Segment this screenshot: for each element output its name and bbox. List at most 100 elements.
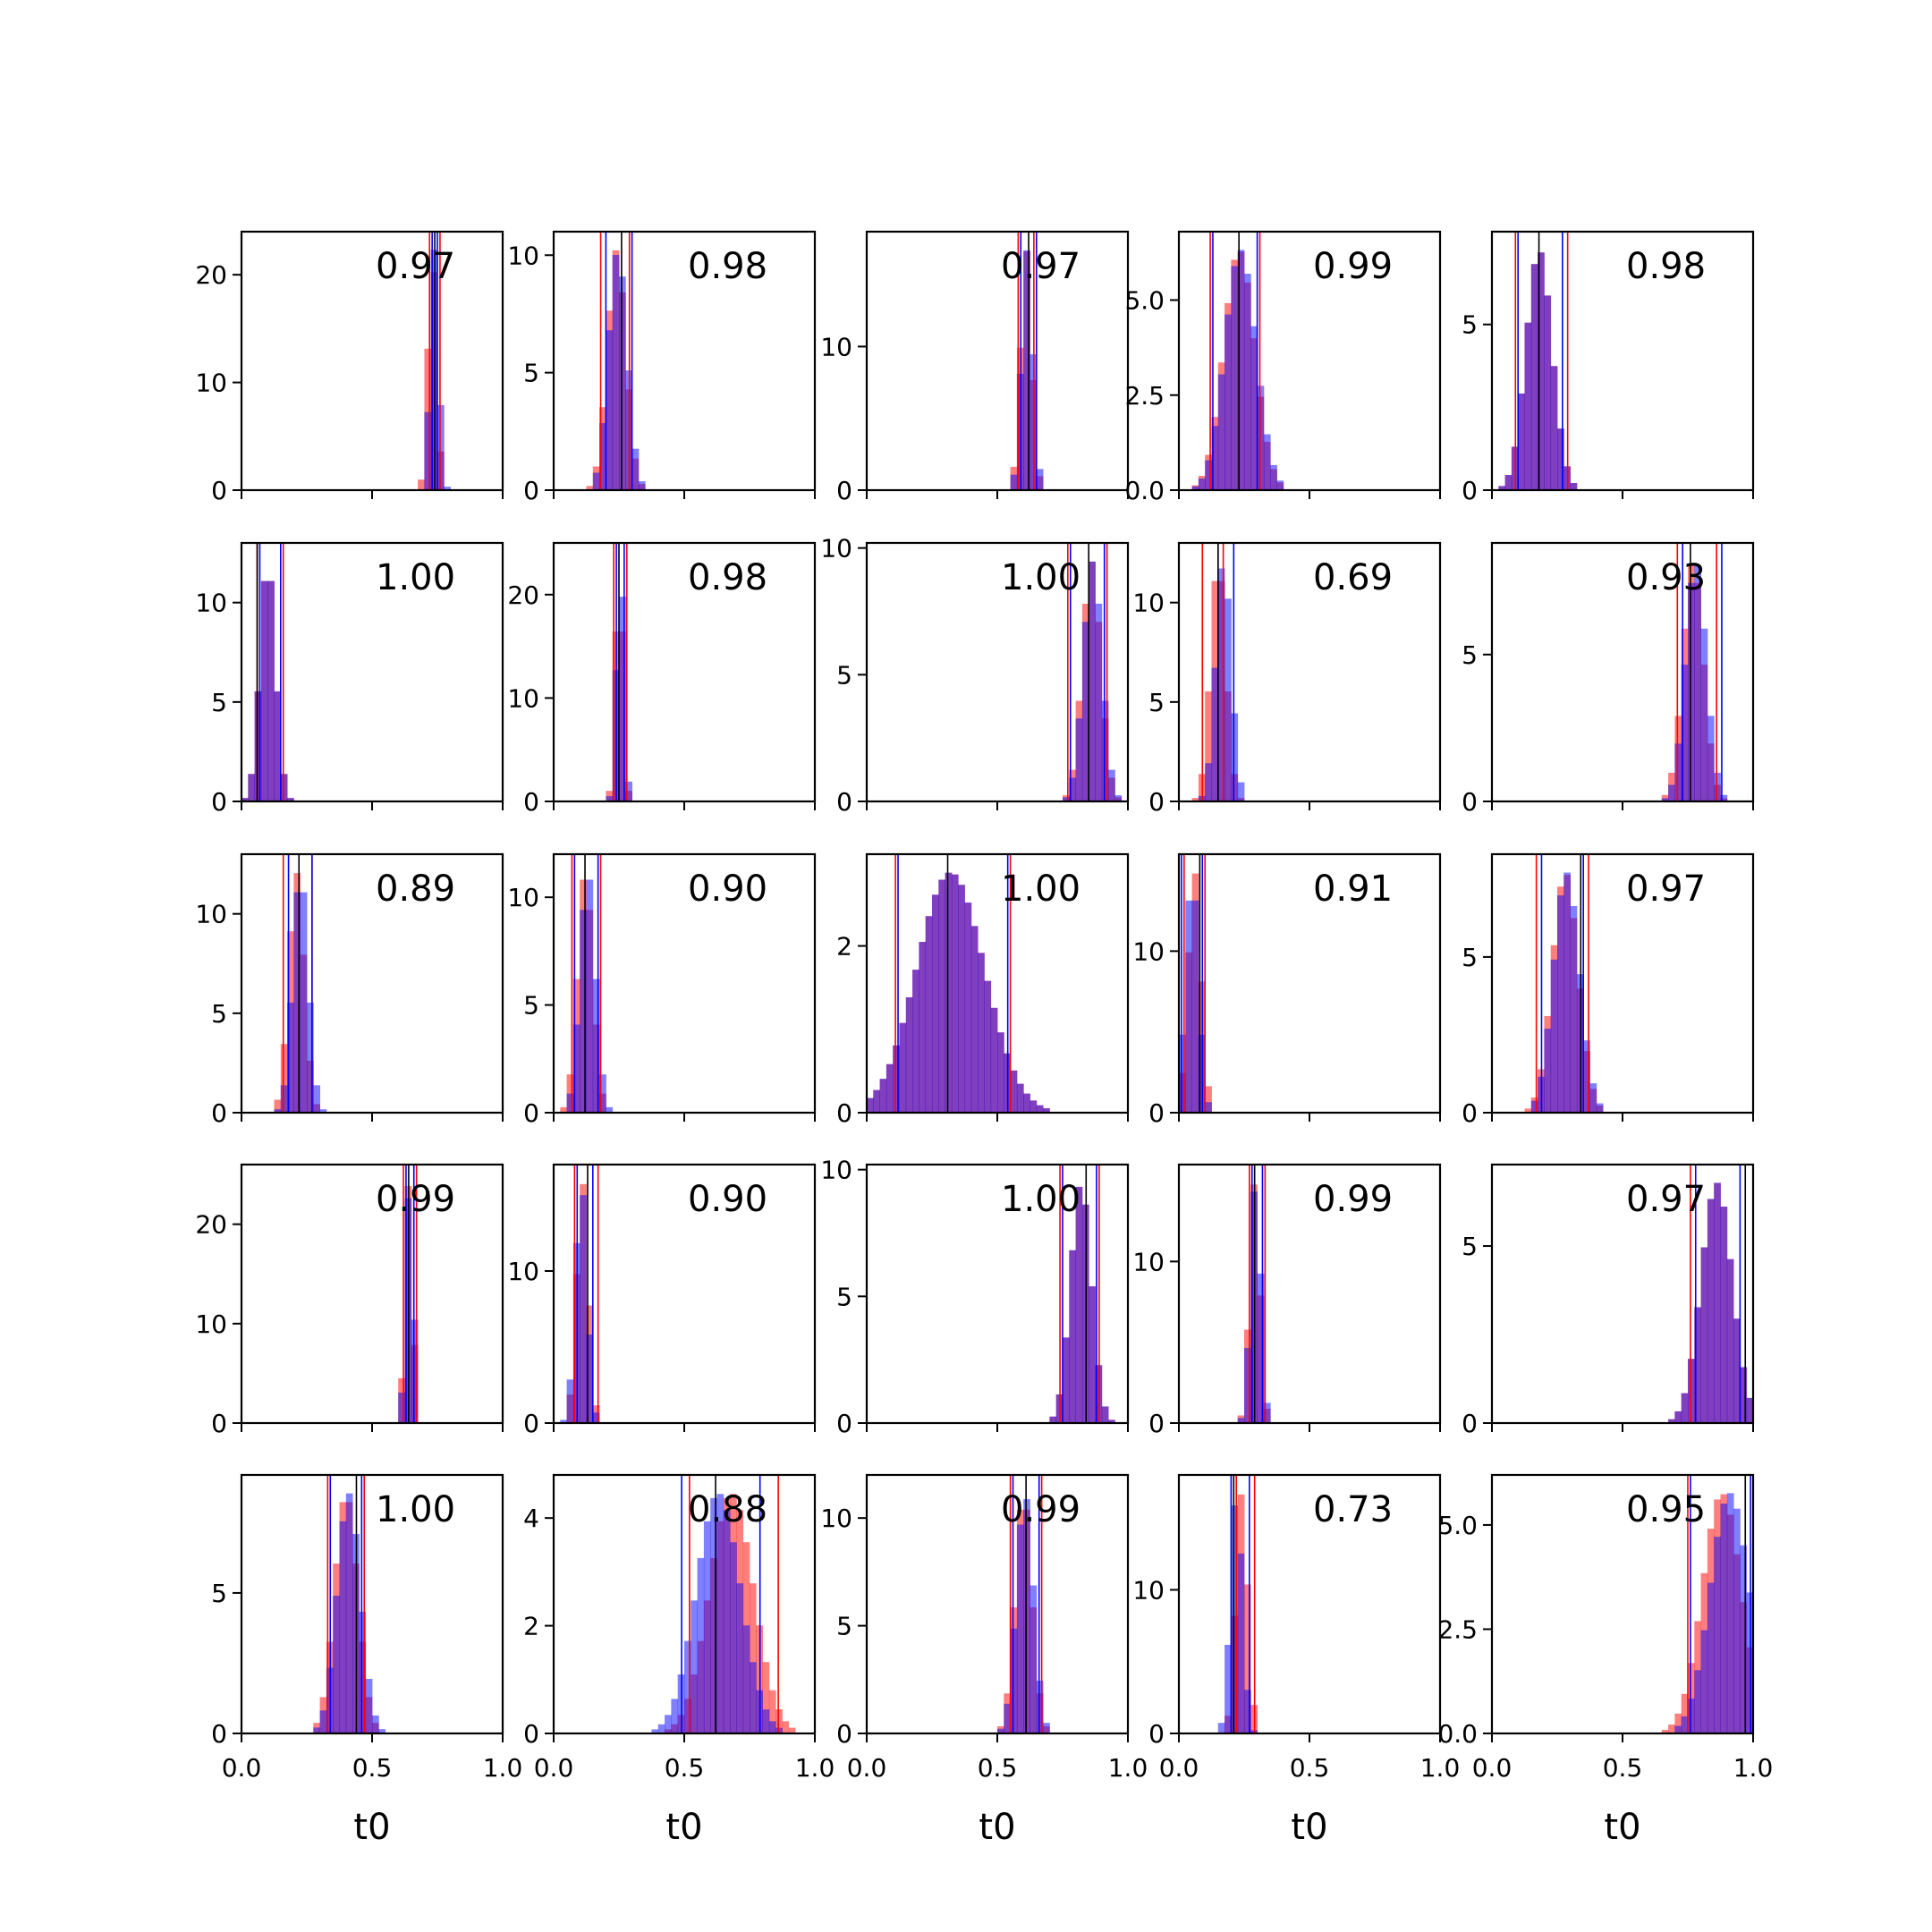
histogram-panel-2-1: 0 5 10 1.00 — [195, 541, 504, 817]
blue-series-bar — [625, 781, 632, 801]
blue-series-bar — [1504, 475, 1513, 490]
red-series-bar — [566, 1074, 574, 1113]
blue-series-bar — [1524, 322, 1532, 490]
histogram-panel-4-3: 0 5 10 1.00 — [820, 1156, 1130, 1438]
blue-series-bar — [1674, 1411, 1682, 1423]
x-tick-label: 0.5 — [1603, 1753, 1643, 1783]
blue-series-bar — [1016, 1524, 1024, 1733]
correlation-label: 0.98 — [688, 557, 767, 598]
x-tick-label: 0.0 — [534, 1753, 574, 1783]
blue-series-bar — [566, 1093, 574, 1113]
histogram-panel-5-2: 0 2 4 0.0 0.5 1.0 0.88 t0 — [523, 1473, 835, 1848]
x-axis-label: t0 — [353, 1807, 390, 1848]
correlation-label: 1.00 — [376, 1489, 455, 1530]
y-tick-label: 0 — [1148, 787, 1165, 817]
blue-series-bar — [730, 1542, 737, 1733]
blue-series-bar — [1043, 1723, 1050, 1733]
correlation-label: 0.90 — [688, 1179, 767, 1220]
blue-series-bar — [997, 1032, 1004, 1113]
red-series-bar — [586, 486, 594, 490]
blue-series-bar — [1217, 374, 1225, 490]
correlation-label: 0.89 — [376, 869, 455, 910]
histogram-panel-3-3: 021.00 — [836, 852, 1130, 1128]
correlation-label: 0.98 — [1626, 246, 1706, 287]
blue-series-bar — [619, 597, 626, 801]
red-series-bar — [274, 1099, 282, 1113]
histogram-panel-4-4: 0 10 0.99 — [1132, 1163, 1442, 1438]
y-tick-label: 0.0 — [1437, 1719, 1478, 1749]
y-tick-label: 0 — [211, 1098, 227, 1128]
correlation-label: 0.91 — [1313, 869, 1393, 910]
blue-series-bar — [1198, 478, 1206, 490]
blue-series-bar — [1498, 486, 1505, 490]
blue-series-bar — [1681, 1716, 1689, 1733]
plot-area — [1063, 543, 1123, 801]
plot-area — [1524, 854, 1604, 1113]
blue-series-bar — [768, 1721, 776, 1733]
blue-series-bar — [736, 1583, 744, 1733]
red-series-bar — [418, 479, 425, 490]
blue-series-bar — [287, 1002, 294, 1113]
blue-series-bar — [319, 1710, 327, 1733]
blue-series-bar — [978, 953, 985, 1113]
x-tick-label: 1.0 — [1420, 1753, 1461, 1783]
blue-series-bar — [919, 942, 927, 1113]
blue-series-bar — [1707, 716, 1715, 801]
plot-area — [1237, 1165, 1271, 1423]
correlation-label: 0.98 — [688, 246, 767, 287]
red-series-bar — [560, 1106, 567, 1113]
correlation-label: 0.97 — [1626, 869, 1706, 910]
blue-series-bar — [580, 1195, 587, 1423]
blue-series-bar — [1720, 794, 1728, 801]
y-tick-label: 10 — [820, 332, 852, 361]
blue-series-bar — [1010, 1628, 1018, 1733]
blue-series-bar — [1694, 1307, 1701, 1423]
axes-frame — [1177, 1163, 1442, 1425]
correlation-label: 0.95 — [1626, 1489, 1706, 1530]
blue-series-bar — [1250, 326, 1258, 490]
y-tick-label: 20 — [507, 580, 539, 610]
y-tick-label: 5.0 — [1124, 286, 1165, 316]
correlation-label: 0.90 — [688, 869, 767, 910]
blue-series-bar — [1023, 1093, 1030, 1113]
y-tick-label: 5 — [523, 359, 539, 388]
blue-series-bar — [280, 1085, 288, 1113]
y-tick-label: 0 — [836, 1098, 852, 1128]
blue-series-bar — [775, 1727, 783, 1733]
red-series-bar — [1668, 1724, 1675, 1733]
y-tick-label: 5.0 — [1437, 1511, 1478, 1540]
x-tick-label: 1.0 — [1108, 1753, 1148, 1783]
y-tick-label: 10 — [820, 1504, 852, 1533]
red-series-bar — [1244, 1584, 1251, 1733]
blue-series-bar — [951, 874, 959, 1113]
blue-series-bar — [1688, 1699, 1695, 1733]
red-series-bar — [1661, 1729, 1669, 1733]
plot-area — [1668, 1165, 1753, 1423]
axes-frame — [240, 1163, 504, 1425]
blue-series-bar — [1244, 1347, 1251, 1423]
blue-series-bar — [1530, 264, 1538, 490]
blue-series-bar — [1257, 386, 1265, 490]
blue-series-bar — [984, 980, 992, 1113]
blue-series-bar — [1661, 798, 1669, 801]
histogram-panel-3-1: 0 5 10 0.89 — [195, 852, 504, 1128]
blue-series-bar — [612, 254, 620, 490]
plot-area — [1191, 232, 1284, 490]
blue-series-bar — [1550, 959, 1558, 1113]
x-tick-label: 1.0 — [483, 1753, 523, 1783]
histogram-panel-2-2: 0 10 20 0.98 — [507, 541, 817, 817]
axes-frame — [1177, 852, 1442, 1114]
blue-series-bar — [990, 1007, 998, 1113]
plot-area — [1049, 1165, 1115, 1423]
histogram-panel-2-3: 0 5 10 1.00 — [820, 534, 1130, 817]
axes-frame — [240, 230, 504, 492]
blue-series-bar — [1023, 250, 1030, 490]
y-tick-label: 5 — [1148, 688, 1165, 717]
blue-series-bar — [1714, 1182, 1721, 1423]
x-tick-label: 0.0 — [222, 1753, 262, 1783]
blue-series-bar — [1101, 1406, 1109, 1423]
y-tick-label: 5 — [211, 999, 227, 1029]
blue-series-bar — [1231, 266, 1239, 490]
correlation-label: 0.99 — [1313, 246, 1393, 287]
blue-series-bar — [1205, 460, 1212, 490]
